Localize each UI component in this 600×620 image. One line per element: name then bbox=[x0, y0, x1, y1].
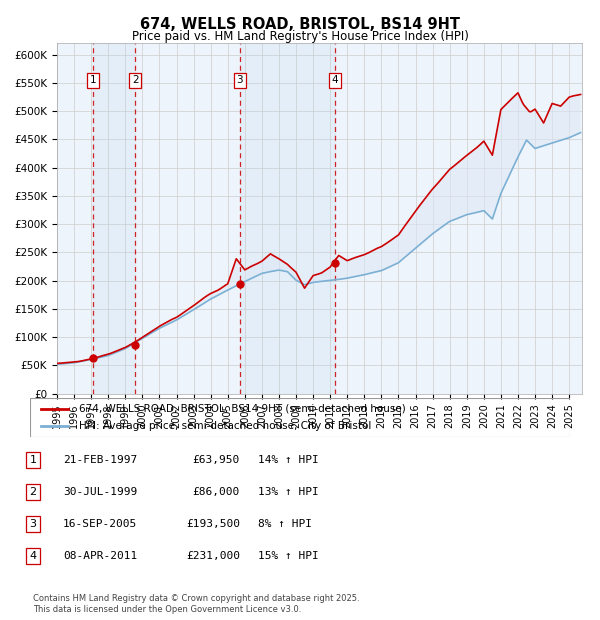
Bar bbox=[240, 43, 335, 394]
Text: 08-APR-2011: 08-APR-2011 bbox=[63, 551, 137, 561]
Text: £193,500: £193,500 bbox=[186, 519, 240, 529]
Text: 2: 2 bbox=[132, 75, 139, 85]
Text: 4: 4 bbox=[331, 75, 338, 85]
Text: £63,950: £63,950 bbox=[193, 455, 240, 465]
Text: 1: 1 bbox=[29, 455, 37, 465]
Text: Contains HM Land Registry data © Crown copyright and database right 2025.
This d: Contains HM Land Registry data © Crown c… bbox=[33, 595, 359, 614]
Text: £231,000: £231,000 bbox=[186, 551, 240, 561]
Text: £86,000: £86,000 bbox=[193, 487, 240, 497]
Text: 14% ↑ HPI: 14% ↑ HPI bbox=[258, 455, 319, 465]
Text: 674, WELLS ROAD, BRISTOL, BS14 9HT (semi-detached house): 674, WELLS ROAD, BRISTOL, BS14 9HT (semi… bbox=[79, 404, 406, 414]
Text: 13% ↑ HPI: 13% ↑ HPI bbox=[258, 487, 319, 497]
Text: 3: 3 bbox=[29, 519, 37, 529]
Text: 674, WELLS ROAD, BRISTOL, BS14 9HT: 674, WELLS ROAD, BRISTOL, BS14 9HT bbox=[140, 17, 460, 32]
Text: 30-JUL-1999: 30-JUL-1999 bbox=[63, 487, 137, 497]
Bar bbox=[93, 43, 135, 394]
Text: HPI: Average price, semi-detached house, City of Bristol: HPI: Average price, semi-detached house,… bbox=[79, 421, 371, 431]
Text: Price paid vs. HM Land Registry's House Price Index (HPI): Price paid vs. HM Land Registry's House … bbox=[131, 30, 469, 43]
Text: 4: 4 bbox=[29, 551, 37, 561]
Text: 15% ↑ HPI: 15% ↑ HPI bbox=[258, 551, 319, 561]
Text: 3: 3 bbox=[236, 75, 243, 85]
Text: 16-SEP-2005: 16-SEP-2005 bbox=[63, 519, 137, 529]
Text: 2: 2 bbox=[29, 487, 37, 497]
Text: 21-FEB-1997: 21-FEB-1997 bbox=[63, 455, 137, 465]
Text: 1: 1 bbox=[90, 75, 97, 85]
Text: 8% ↑ HPI: 8% ↑ HPI bbox=[258, 519, 312, 529]
